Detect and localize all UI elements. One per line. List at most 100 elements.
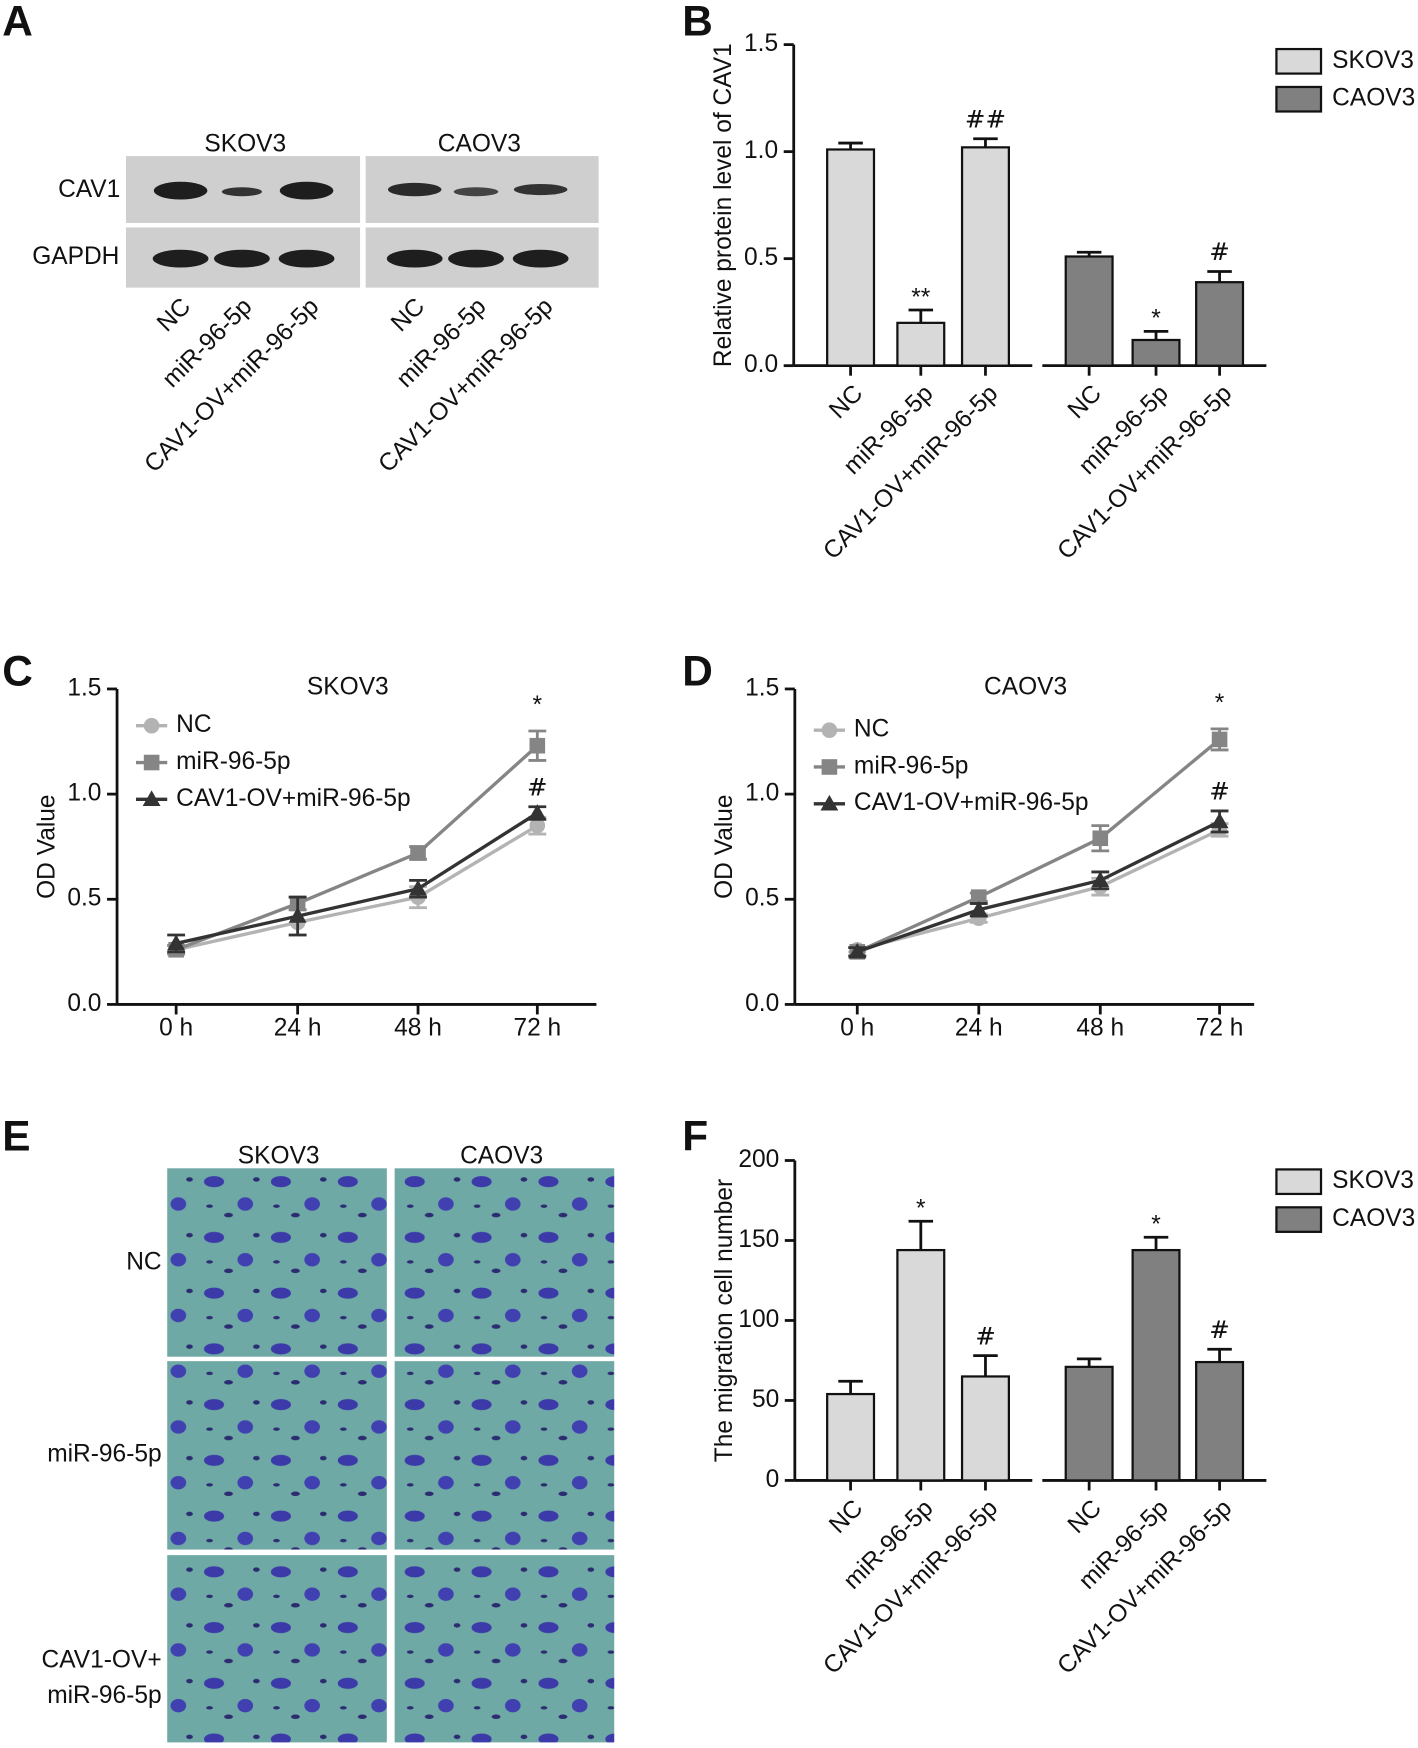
annotation: * [1151,1212,1161,1239]
marker [409,879,427,896]
band [221,187,262,197]
legend-label: CAV1-OV+miR-96-5p [854,789,1089,816]
y-tick-label: 0.5 [67,885,101,912]
band [214,249,270,268]
y-axis-label: OD Value [711,794,738,898]
lane-label: NC [386,293,430,337]
bar [896,1248,946,1482]
y-tick-label: 0.5 [745,885,779,912]
band [278,249,335,268]
bar [960,1375,1010,1482]
panel-letter: C [2,648,33,695]
legend-label: CAOV3 [1332,85,1415,112]
y-tick-label: 0.5 [744,244,778,271]
marker [1091,871,1110,888]
line [175,744,539,952]
micrograph [167,1168,387,1357]
marker [821,759,838,775]
y-tick-label: 1.5 [744,30,778,57]
marker [143,754,160,771]
line [175,824,539,952]
x-tick-label: NC [824,1495,868,1539]
x-tick-label: NC [824,380,868,424]
panel-letter: A [2,0,33,45]
y-tick-label: 1.5 [67,674,101,701]
micrograph [167,1555,387,1743]
y-tick-label: 200 [738,1146,779,1173]
x-tick-label: 48 h [1076,1014,1124,1041]
x-tick-label: 24 h [955,1014,1003,1041]
bar [1131,338,1181,367]
x-tick-label: 72 h [1196,1014,1244,1041]
legend-label: NC [176,711,211,738]
marker [1211,731,1228,748]
y-axis-label: OD Value [33,794,60,898]
marker [820,794,839,811]
legend-label: NC [854,716,889,743]
marker [848,942,867,959]
band [279,181,334,200]
band [512,249,569,268]
annotation: * [1215,690,1225,717]
cell-line-label: CAOV3 [438,130,521,157]
line [175,811,539,946]
micrograph [167,1361,387,1550]
legend-swatch [1275,47,1323,75]
annotation: # [527,772,548,801]
micrograph [394,1361,615,1550]
row-label: miR-96-5p [47,1440,161,1467]
x-tick-label: 0 h [159,1014,193,1041]
cell-line-label: CAOV3 [460,1143,543,1170]
marker [143,717,160,734]
y-tick-label: 0.0 [744,351,778,378]
annotation: # [975,1321,996,1350]
x-tick-label: 72 h [513,1014,561,1041]
line [856,828,1221,952]
annotation: ## [965,104,1006,133]
annotation: # [1209,237,1230,266]
panel-letter: D [682,648,713,695]
bar [1195,281,1245,367]
marker [528,804,547,820]
band [448,249,504,268]
marker [142,790,161,806]
bar [960,146,1010,367]
line [856,738,1221,954]
bar [826,1392,876,1482]
legend-label: SKOV3 [1332,47,1414,74]
protein-label: GAPDH [32,243,119,270]
panel-letter: B [682,0,713,45]
micrograph [394,1168,615,1357]
legend-label: SKOV3 [1332,1167,1414,1194]
micrograph [394,1555,615,1743]
x-tick-label: NC [1063,1495,1107,1539]
legend-label: CAOV3 [1332,1205,1415,1232]
marker [167,934,186,951]
lane-label: NC [152,293,196,337]
band [513,183,568,196]
protein-label: CAV1 [58,176,120,203]
marker [529,737,546,754]
y-tick-label: 100 [738,1306,779,1333]
band [153,181,208,200]
panel-letter: F [682,1113,708,1160]
x-tick-label: 48 h [394,1014,442,1041]
row-label: CAV1-OV+ [42,1647,162,1674]
annotation: * [1151,306,1161,333]
marker [821,722,838,738]
marker [1210,812,1229,829]
y-tick-label: 50 [752,1386,779,1413]
marker [529,817,546,834]
legend-label: miR-96-5p [854,752,968,779]
bar [1064,1365,1114,1482]
cell-line-label: SKOV3 [204,130,286,157]
annotation: # [1209,1315,1230,1344]
legend-label: CAV1-OV+miR-96-5p [176,785,411,812]
bar [826,148,876,367]
marker [970,889,987,905]
row-label: miR-96-5p [47,1682,161,1709]
chart-title: CAOV3 [984,673,1067,700]
legend-swatch [1275,1206,1323,1233]
chart-title: SKOV3 [307,673,389,700]
y-tick-label: 1.5 [745,674,779,701]
